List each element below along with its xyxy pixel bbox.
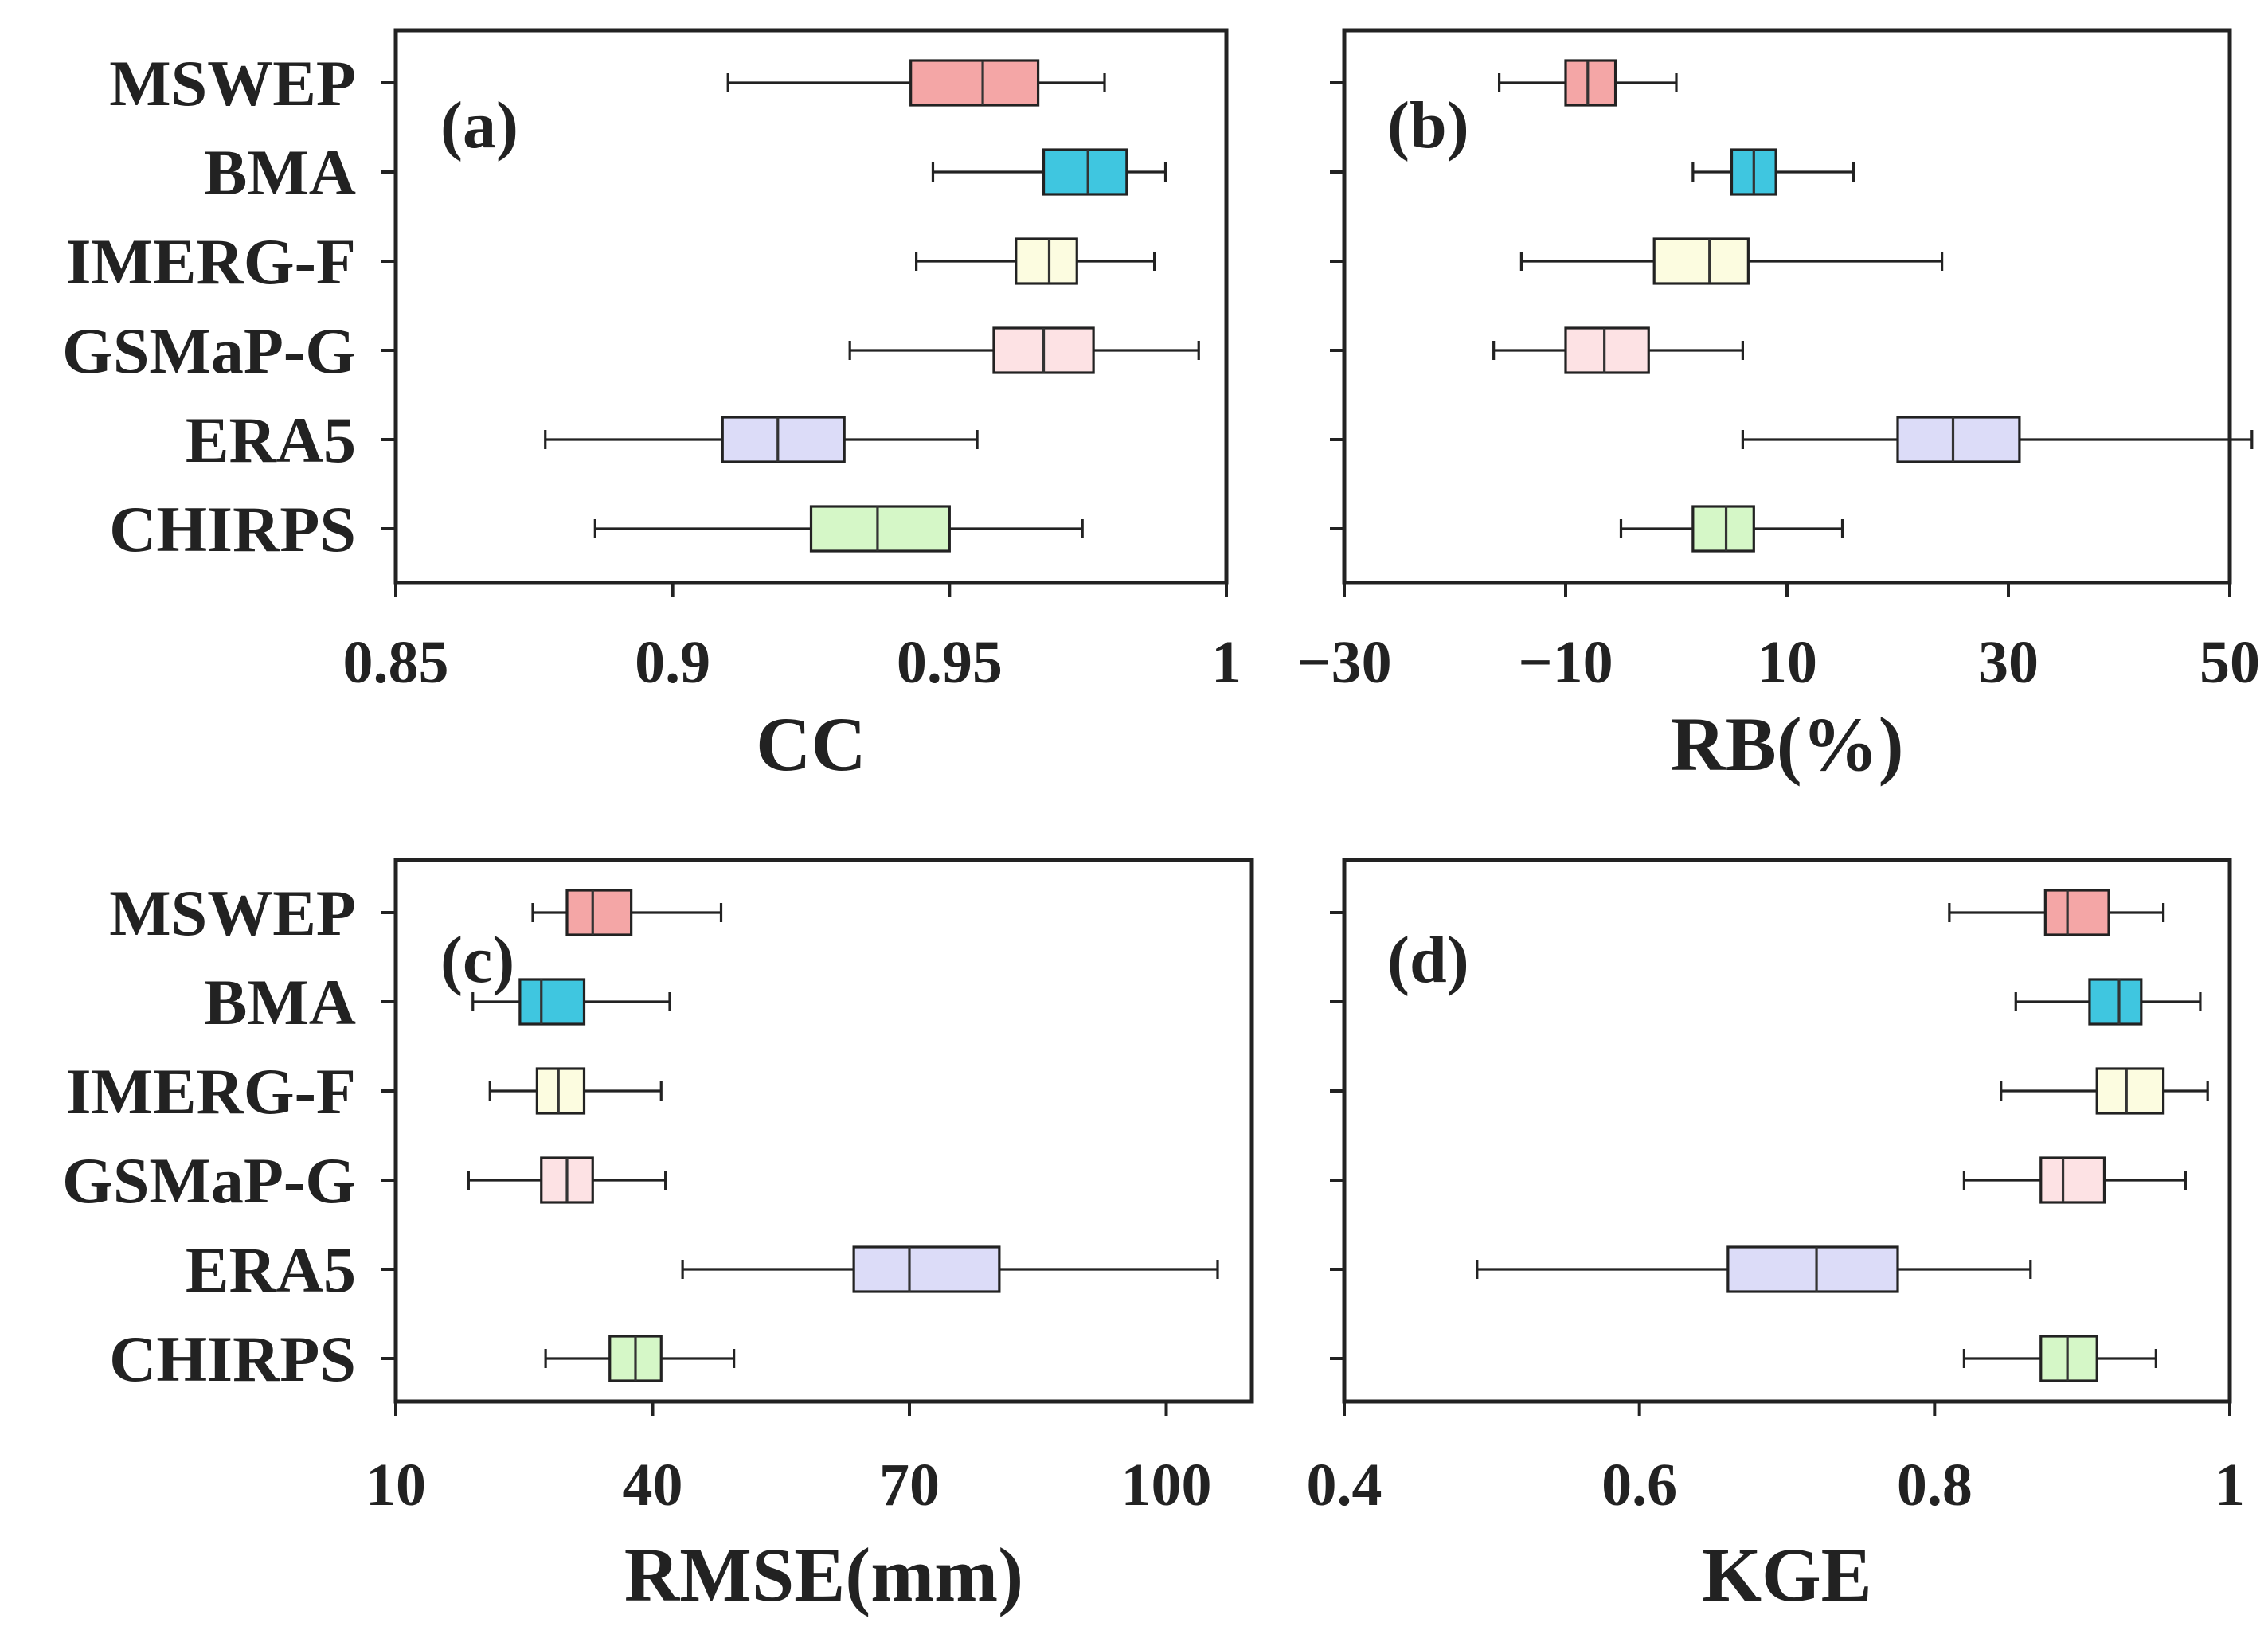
panel-a: 0.85 0.9 0.95 1 CC (a) MSWEP BMA IMERG-F GSMaP-G E… [62,28,1242,787]
iqr-box [1726,1245,1899,1293]
x-tick-label: 10 [1757,629,1817,696]
category-label: GSMaP-G [62,315,356,387]
iqr-box [1042,148,1128,196]
box-imerg-f: IMERG-F [66,225,1156,298]
category-label: ERA5 [186,1233,356,1306]
x-tick-label: 0.8 [1897,1452,1973,1519]
category-label: BMA [204,136,356,209]
x-tick-label: 10 [366,1452,426,1519]
x-axis-title: RMSE(mm) [624,1532,1023,1617]
x-axis-title: CC [756,702,866,787]
x-tick-label: 50 [2200,629,2260,696]
iqr-box [565,889,633,936]
box-era5: ERA5 [186,404,979,476]
x-tick-label: 0.9 [635,629,710,696]
box-gsmap-g [1330,1156,2187,1204]
box-mswep: MSWEP [109,47,1106,119]
iqr-box [2095,1067,2165,1115]
iqr-box [1652,237,1750,285]
box-mswep: MSWEP [109,877,723,949]
box-mswep [1330,889,2165,936]
iqr-box [909,59,1040,107]
iqr-box [1564,59,1617,107]
box-chirps: CHIRPS [109,493,1084,565]
panel-tag: (d) [1387,923,1469,997]
iqr-box [852,1245,1001,1293]
iqr-box [535,1067,586,1115]
box-bma: BMA [204,136,1167,209]
category-label: ERA5 [186,404,356,476]
x-tick-label: 0.4 [1307,1452,1382,1519]
box-gsmap-g: GSMaP-G [62,1144,667,1217]
x-tick-label: 40 [623,1452,683,1519]
panel-tag: (c) [440,923,514,997]
x-tick-label: −10 [1518,629,1613,696]
iqr-box [2039,1156,2106,1204]
box-bma: BMA [204,966,671,1038]
box-gsmap-g: GSMaP-G [62,315,1200,387]
category-label: IMERG-F [66,225,356,298]
x-tick-label: −30 [1296,629,1391,696]
box-era5: ERA5 [186,1233,1219,1306]
x-tick-label: 100 [1121,1452,1212,1519]
box-chirps [1330,505,1844,553]
iqr-box [1896,416,2021,463]
box-era5 [1330,1245,2032,1293]
category-label: IMERG-F [66,1055,356,1128]
plot-frame [1342,858,2232,1404]
box-chirps: CHIRPS [109,1323,736,1395]
box-gsmap-g [1330,326,1744,374]
iqr-box [2039,1335,2098,1382]
iqr-box [2043,889,2110,936]
x-tick-label: 30 [1978,629,2039,696]
panel-tag: (b) [1387,88,1469,162]
x-tick-label: 0.6 [1601,1452,1677,1519]
panel-tag: (a) [440,88,518,162]
panel-d: 0.4 0.6 0.8 1 KGE (d) [1307,858,2245,1617]
iqr-box [721,416,846,463]
category-label: CHIRPS [109,1323,356,1395]
iqr-box [2088,978,2143,1026]
category-label: CHIRPS [109,493,356,565]
plot-frame [393,858,1254,1404]
panel-b: −30 −10 10 30 50 RB(%) (b) [1296,28,2260,787]
x-axis-title: RB(%) [1670,702,1903,787]
iqr-box [1691,505,1755,553]
x-tick-label: 70 [879,1452,940,1519]
box-imerg-f: IMERG-F [66,1055,663,1128]
box-imerg-f [1330,1067,2209,1115]
plot-frame [1342,28,2232,585]
iqr-box [1015,237,1078,285]
box-imerg-f [1330,237,1944,285]
x-tick-label: 1 [1211,629,1242,696]
box-bma [1330,148,1855,196]
x-tick-label: 1 [2215,1452,2245,1519]
box-mswep [1330,59,1678,107]
box-bma [1330,978,2202,1026]
box-era5 [1330,416,2254,463]
category-label: MSWEP [109,877,356,949]
box-chirps [1330,1335,2157,1382]
x-tick-label: 0.85 [343,629,449,696]
category-label: BMA [204,966,356,1038]
iqr-box [1564,326,1650,374]
category-label: MSWEP [109,47,356,119]
iqr-box [809,505,951,553]
plot-frame [393,28,1229,585]
x-tick-label: 0.95 [897,629,1003,696]
category-label: GSMaP-G [62,1144,356,1217]
iqr-box [518,978,586,1026]
x-axis-title: KGE [1702,1532,1871,1617]
panel-c: 10 40 70 100 RMSE(mm) (c) MSWEP BMA IMERG-F GSMaP… [62,858,1254,1617]
